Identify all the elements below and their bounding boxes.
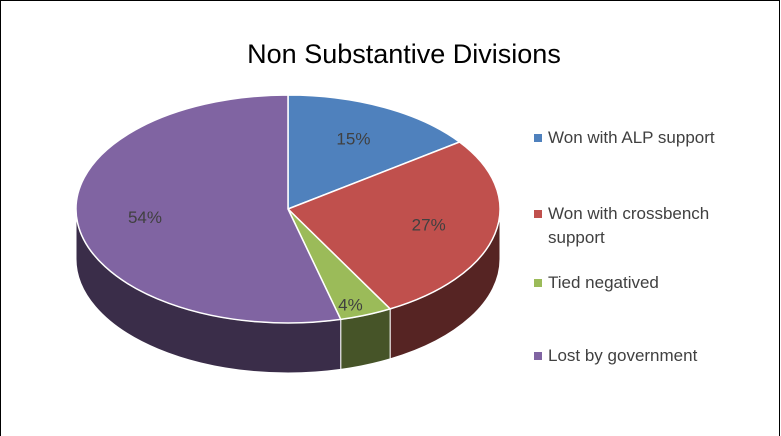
data-label: 4% xyxy=(338,295,363,314)
slice xyxy=(286,141,501,310)
legend-label: Lost by government xyxy=(548,346,698,365)
legend-label: Won with crossbench support xyxy=(548,204,710,247)
data-label: 15% xyxy=(336,129,370,148)
data-labels: 15% 27% 4% 54% xyxy=(128,129,446,314)
slice xyxy=(287,94,462,211)
legend-label: Won with ALP support xyxy=(548,128,715,147)
legend-swatch xyxy=(534,352,542,360)
chart-title: Non Substantive Divisions xyxy=(247,39,561,69)
legend-item: Tied negatived xyxy=(530,271,770,295)
pie-tops xyxy=(75,94,501,324)
legend-swatch xyxy=(534,134,542,142)
data-label: 27% xyxy=(412,215,446,234)
legend-item: Won with crossbench support xyxy=(530,202,770,250)
slice xyxy=(75,94,342,324)
legend-swatch xyxy=(534,210,542,218)
legend-label: Tied negatived xyxy=(548,273,659,292)
legend-swatch xyxy=(534,279,542,287)
data-label: 54% xyxy=(128,208,162,227)
legend-item: Won with ALP support xyxy=(530,126,770,150)
legend-item: Lost by government xyxy=(530,344,770,368)
